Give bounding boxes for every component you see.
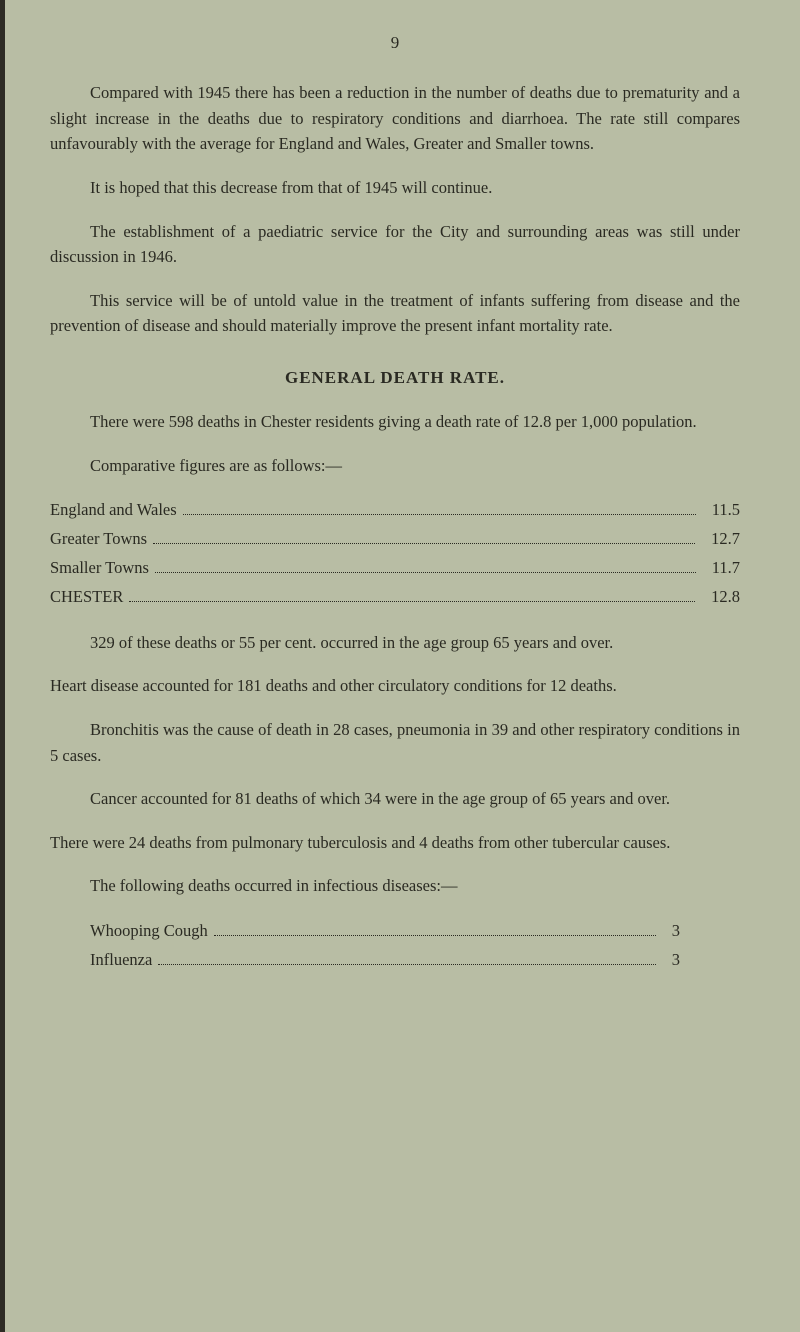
paragraph-bronchitis: Bronchitis was the cause of death in 28 … (50, 717, 740, 768)
table-label: England and Wales (50, 496, 177, 525)
paragraph-intro: Compared with 1945 there has been a redu… (50, 80, 740, 157)
paragraph-service-value: This service will be of untold value in … (50, 288, 740, 339)
table-value: 12.8 (701, 583, 740, 612)
paragraph-age-group: 329 of these deaths or 55 per cent. occu… (50, 630, 740, 656)
table-label: Greater Towns (50, 525, 147, 554)
paragraph-tuberculosis: There were 24 deaths from pulmonary tube… (50, 830, 740, 856)
paragraph-comparative-intro: Comparative figures are as follows:— (50, 453, 740, 479)
paragraph-paediatric: The establishment of a paediatric servic… (50, 219, 740, 270)
table-row: Smaller Towns 11.7 (50, 554, 740, 583)
infectious-diseases-table: Whooping Cough 3 Influenza 3 (50, 917, 740, 975)
table-value: 12.7 (701, 525, 740, 554)
table-row: Whooping Cough 3 (90, 917, 680, 946)
paragraph-death-count: There were 598 deaths in Chester residen… (50, 409, 740, 435)
table-row: England and Wales 11.5 (50, 496, 740, 525)
paragraph-infectious-intro: The following deaths occurred in infecti… (50, 873, 740, 899)
table-dots (129, 601, 695, 602)
table-row: Influenza 3 (90, 946, 680, 975)
table-label: Smaller Towns (50, 554, 149, 583)
table-label: Influenza (90, 946, 152, 975)
table-value: 11.5 (702, 496, 740, 525)
paragraph-heart-disease: Heart disease accounted for 181 deaths a… (50, 673, 740, 699)
table-dots (214, 935, 656, 936)
table-label: CHESTER (50, 583, 123, 612)
table-value: 3 (662, 917, 680, 946)
table-value: 11.7 (702, 554, 740, 583)
table-value: 3 (662, 946, 680, 975)
table-dots (183, 514, 696, 515)
table-dots (158, 964, 655, 965)
table-label: Whooping Cough (90, 917, 208, 946)
table-row: Greater Towns 12.7 (50, 525, 740, 554)
section-heading-general-death-rate: GENERAL DEATH RATE. (50, 365, 740, 391)
table-dots (155, 572, 696, 573)
comparative-figures-table: England and Wales 11.5 Greater Towns 12.… (50, 496, 740, 612)
table-row: CHESTER 12.8 (50, 583, 740, 612)
paragraph-cancer: Cancer accounted for 81 deaths of which … (50, 786, 740, 812)
page-number: 9 (50, 30, 740, 56)
paragraph-hope: It is hoped that this decrease from that… (50, 175, 740, 201)
table-dots (153, 543, 695, 544)
